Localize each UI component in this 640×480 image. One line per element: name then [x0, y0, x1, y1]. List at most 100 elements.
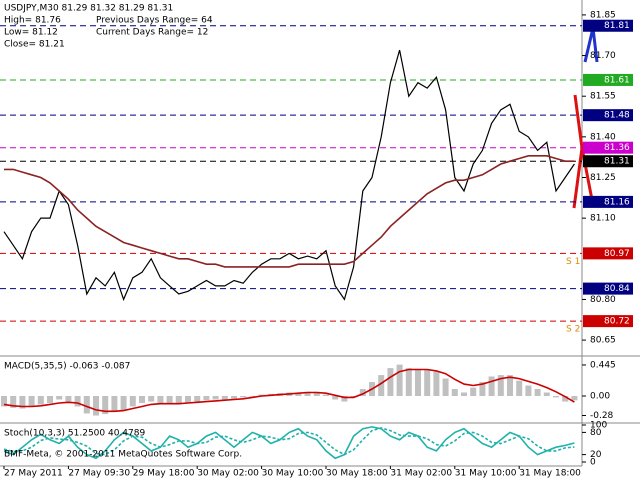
level-label: 80.72: [604, 317, 630, 327]
x-tick-label: 27 May 09:30: [68, 469, 130, 479]
x-tick-label: 30 May 18:00: [326, 469, 388, 479]
level-label: 81.81: [604, 21, 630, 31]
histogram-bar: [295, 392, 302, 396]
histogram-bar: [488, 376, 495, 396]
histogram-bar: [378, 375, 385, 396]
histogram-bar: [65, 395, 72, 402]
y-tick-label: 81.85: [590, 10, 616, 20]
histogram-bar: [203, 395, 210, 401]
histogram-bar: [139, 395, 145, 403]
x-tick-label: 30 May 10:00: [262, 469, 324, 479]
histogram-bar: [507, 375, 513, 396]
y-tick-label: 80: [590, 428, 602, 438]
histogram-bar: [111, 395, 118, 412]
histogram-bar: [221, 395, 228, 400]
level-label-box: [583, 109, 633, 122]
level-label-box: [583, 155, 633, 168]
y-tick-label: 81.10: [590, 214, 616, 224]
level-label: 81.31: [604, 157, 630, 167]
level-label-box: [583, 282, 633, 295]
level-label-box: [583, 141, 633, 154]
copyright: BMF-Meta, © 2001-2011 MetaQuotes Softwar…: [4, 450, 242, 460]
info-label: Low= 81.12: [4, 28, 58, 38]
level-label-box: [583, 73, 633, 86]
histogram-bar: [405, 368, 412, 396]
histogram-bar: [19, 395, 26, 409]
y-tick-label: 0.00: [590, 391, 610, 401]
histogram-bar: [83, 395, 90, 414]
level-label: 81.36: [604, 143, 630, 153]
histogram-bar: [571, 395, 578, 401]
histogram-bar: [562, 395, 569, 402]
level-label: 80.84: [604, 284, 630, 294]
info-label: High= 81.76: [4, 16, 61, 26]
x-tick-label: 31 May 02:00: [390, 469, 452, 479]
series-line: [3, 427, 575, 456]
histogram-bar: [129, 395, 136, 407]
histogram-bar: [231, 395, 237, 399]
y-tick-label: 81.55: [590, 92, 616, 102]
series-line: [3, 49, 575, 302]
histogram-bar: [323, 394, 329, 396]
x-tick-label: 31 May 10:00: [455, 469, 517, 479]
series-line: [4, 155, 575, 268]
histogram-bar: [332, 395, 339, 400]
info-label: Previous Days Range= 64: [96, 16, 213, 26]
histogram-bar: [1, 395, 7, 407]
histogram-bar: [37, 395, 44, 405]
level-label: 81.48: [604, 111, 630, 121]
histogram-bar: [10, 395, 17, 408]
histogram-bar: [442, 378, 449, 396]
histogram-bar: [166, 395, 173, 405]
histogram-bar: [28, 395, 35, 407]
y-tick-label: 80.80: [590, 295, 616, 305]
histogram-bar: [479, 382, 486, 396]
level-label: 80.97: [604, 249, 630, 259]
panel-title: Stoch(10,3,3) 51.2500 40.4789: [4, 429, 145, 439]
histogram-bar: [120, 395, 127, 410]
histogram-bar: [497, 375, 504, 396]
x-tick-label: 30 May 02:00: [197, 469, 259, 479]
histogram-bar: [451, 389, 458, 396]
series-line: [3, 368, 575, 413]
info-label: Current Days Range= 12: [96, 28, 208, 38]
panel-title: USDJPY,M30 81.29 81.32 81.29 81.31: [4, 4, 173, 14]
y-tick-label: 0: [590, 458, 596, 468]
histogram-bar: [359, 389, 366, 396]
histogram-bar: [102, 395, 109, 415]
info-label: Close= 81.21: [4, 40, 65, 50]
histogram-bar: [433, 371, 440, 396]
level-annotation: S 1: [566, 257, 580, 267]
histogram-bar: [313, 391, 320, 396]
x-tick-label: 27 May 2011: [4, 469, 63, 479]
y-tick-label: 0.445: [590, 360, 616, 370]
y-tick-label: 80.65: [590, 336, 616, 346]
histogram-bar: [93, 395, 99, 416]
y-tick-label: 81.25: [590, 173, 616, 183]
arrow: [572, 147, 584, 209]
histogram-bar: [415, 369, 421, 396]
histogram-bar: [194, 395, 201, 402]
histogram-bar: [240, 395, 247, 398]
x-tick-label: 31 May 18:00: [519, 469, 581, 479]
histogram-bar: [249, 395, 256, 397]
histogram-bar: [396, 364, 403, 396]
y-tick-label: 100: [590, 421, 607, 431]
histogram-bar: [341, 395, 348, 402]
histogram-bar: [175, 395, 182, 405]
histogram-bar: [148, 395, 155, 402]
histogram-bar: [212, 395, 219, 400]
level-label-box: [583, 315, 633, 328]
histogram-bar: [56, 395, 63, 400]
histogram-bar: [553, 395, 559, 398]
panel-title: MACD(5,35,5) -0.063 -0.087: [4, 362, 130, 372]
histogram-bar: [461, 392, 467, 396]
histogram-bar: [543, 392, 550, 396]
histogram-bar: [157, 395, 164, 403]
level-label: 81.16: [604, 197, 630, 207]
level-label-box: [583, 247, 633, 260]
histogram-bar: [424, 369, 431, 396]
histogram-bar: [185, 395, 191, 403]
x-tick-label: 29 May 18:00: [133, 469, 195, 479]
